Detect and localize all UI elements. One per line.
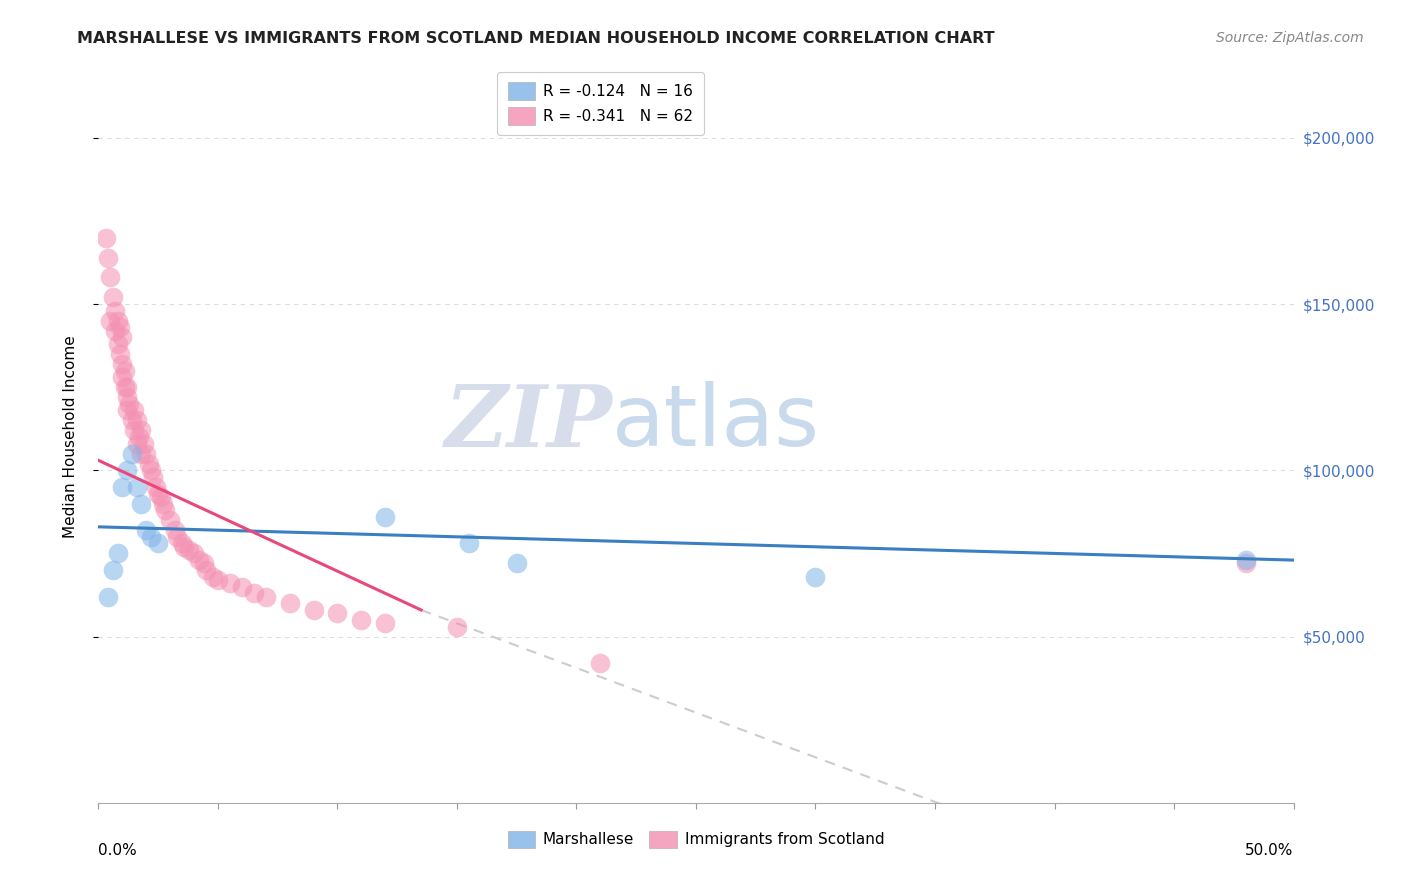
- Point: [125, 436, 148, 450]
- Point: [115, 463, 138, 477]
- Point: [98, 314, 122, 328]
- Point: [107, 546, 129, 560]
- Point: [1234, 553, 1257, 567]
- Point: [108, 320, 131, 334]
- Point: [148, 536, 170, 550]
- Point: [173, 540, 195, 554]
- Point: [589, 656, 612, 670]
- Point: [193, 557, 215, 571]
- Point: [108, 347, 131, 361]
- Text: 0.0%: 0.0%: [98, 843, 138, 858]
- Text: atlas: atlas: [613, 381, 820, 464]
- Point: [149, 490, 172, 504]
- Point: [302, 603, 325, 617]
- Text: MARSHALLESE VS IMMIGRANTS FROM SCOTLAND MEDIAN HOUSEHOLD INCOME CORRELATION CHAR: MARSHALLESE VS IMMIGRANTS FROM SCOTLAND …: [77, 31, 995, 46]
- Point: [115, 403, 138, 417]
- Point: [207, 573, 229, 587]
- Point: [804, 570, 827, 584]
- Point: [183, 546, 205, 560]
- Point: [97, 251, 120, 265]
- Point: [139, 530, 162, 544]
- Point: [125, 413, 148, 427]
- Point: [254, 590, 277, 604]
- Point: [179, 543, 201, 558]
- Point: [131, 497, 153, 511]
- Point: [506, 557, 529, 571]
- Point: [163, 523, 186, 537]
- Point: [98, 270, 122, 285]
- Point: [1234, 557, 1257, 571]
- Point: [195, 563, 218, 577]
- Point: [115, 380, 138, 394]
- Point: [121, 447, 143, 461]
- Point: [101, 563, 124, 577]
- Point: [138, 457, 160, 471]
- Point: [155, 503, 177, 517]
- Point: [111, 357, 134, 371]
- Point: [124, 424, 146, 438]
- Point: [458, 536, 481, 550]
- Point: [145, 480, 167, 494]
- Point: [152, 497, 174, 511]
- Point: [94, 230, 117, 244]
- Point: [125, 480, 148, 494]
- Point: [114, 380, 136, 394]
- Point: [101, 290, 124, 304]
- Point: [350, 613, 373, 627]
- Point: [148, 486, 170, 500]
- Point: [166, 530, 188, 544]
- Y-axis label: Median Household Income: Median Household Income: [63, 335, 77, 539]
- Point: [111, 480, 134, 494]
- Point: [118, 397, 141, 411]
- Point: [104, 324, 127, 338]
- Point: [104, 303, 127, 318]
- Point: [202, 570, 225, 584]
- Point: [374, 509, 396, 524]
- Point: [111, 370, 134, 384]
- Point: [278, 596, 301, 610]
- Point: [107, 314, 129, 328]
- Point: [374, 616, 396, 631]
- Point: [172, 536, 194, 550]
- Text: Source: ZipAtlas.com: Source: ZipAtlas.com: [1216, 31, 1364, 45]
- Point: [231, 580, 253, 594]
- Legend: Marshallese, Immigrants from Scotland: Marshallese, Immigrants from Scotland: [499, 822, 893, 857]
- Point: [446, 619, 468, 633]
- Point: [124, 403, 146, 417]
- Point: [219, 576, 242, 591]
- Point: [128, 430, 150, 444]
- Point: [326, 607, 349, 621]
- Point: [111, 330, 134, 344]
- Point: [121, 413, 143, 427]
- Point: [97, 590, 120, 604]
- Point: [132, 436, 155, 450]
- Point: [115, 390, 138, 404]
- Point: [142, 470, 165, 484]
- Point: [187, 553, 209, 567]
- Point: [139, 463, 162, 477]
- Text: ZIP: ZIP: [444, 381, 613, 464]
- Point: [135, 447, 157, 461]
- Point: [131, 424, 153, 438]
- Point: [131, 447, 153, 461]
- Point: [114, 363, 136, 377]
- Text: 50.0%: 50.0%: [1246, 843, 1294, 858]
- Point: [135, 523, 157, 537]
- Point: [107, 337, 129, 351]
- Point: [159, 513, 181, 527]
- Point: [243, 586, 266, 600]
